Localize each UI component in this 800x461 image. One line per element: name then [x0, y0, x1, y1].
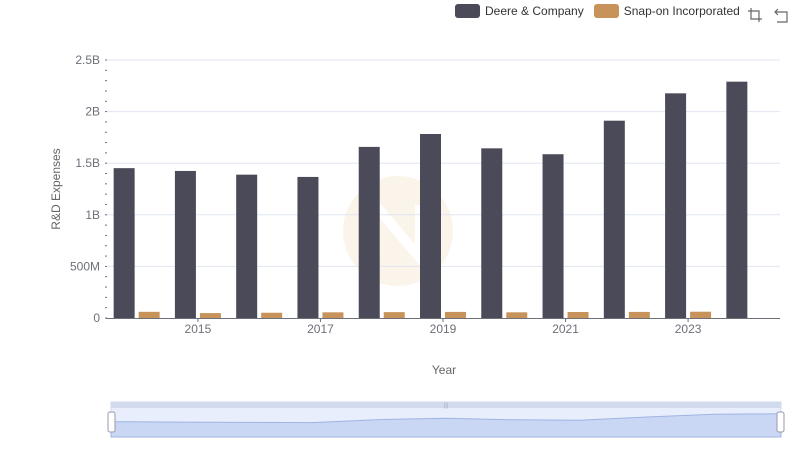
y-tick-label: 500M: [70, 259, 100, 273]
x-tick-label: 2019: [430, 322, 457, 336]
bar-deere-2020[interactable]: [481, 148, 503, 318]
y-tick-label: 2.5B: [75, 53, 100, 67]
bar-snapon-2018[interactable]: [383, 312, 405, 318]
legend-swatch-snapon: [593, 4, 619, 18]
y-axis: 0 500M 1B 1.5B 2B 2.5B: [70, 53, 107, 325]
bar-deere-2018[interactable]: [358, 146, 380, 318]
x-tick-label: 2017: [307, 322, 334, 336]
x-tick-label: 2021: [552, 322, 579, 336]
legend-item-snapon[interactable]: Snap-on Incorporated: [593, 4, 740, 18]
y-tick-label: 0: [93, 311, 100, 325]
bar-deere-2021[interactable]: [542, 154, 564, 318]
slider-handle-left[interactable]: [107, 411, 116, 433]
bar-snapon-2016[interactable]: [261, 312, 283, 318]
slider-preview-area: [110, 413, 782, 438]
chart-toolbox: [747, 7, 789, 23]
y-tick-label: 1.5B: [75, 156, 100, 170]
data-zoom-slider[interactable]: |||: [107, 401, 785, 438]
bar-deere-2016[interactable]: [236, 174, 258, 318]
y-axis-title: R&D Expenses: [49, 148, 63, 229]
legend-swatch-deere: [455, 4, 480, 18]
legend-item-deere[interactable]: Deere & Company: [455, 4, 584, 18]
bar-deere-2024[interactable]: [726, 81, 748, 318]
x-tick-label: 2023: [675, 322, 702, 336]
x-axis-title: Year: [432, 363, 456, 377]
x-axis: 2015 2017 2019 2021 2023: [185, 318, 702, 336]
legend-label-deere: Deere & Company: [485, 4, 584, 18]
bar-snapon-2020[interactable]: [506, 312, 528, 318]
chart-legend: Deere & Company Snap-on Incorporated: [455, 4, 740, 18]
bar-deere-2022[interactable]: [603, 120, 625, 318]
bar-deere-2017[interactable]: [297, 176, 319, 318]
x-tick-label: 2015: [185, 322, 212, 336]
slider-top-bar[interactable]: [111, 402, 781, 408]
bar-snapon-2023[interactable]: [690, 311, 712, 318]
slider-handle-right[interactable]: [776, 411, 785, 433]
restore-icon[interactable]: [773, 7, 789, 23]
bars: [113, 81, 748, 318]
bar-snapon-2017[interactable]: [322, 312, 344, 318]
bar-deere-2015[interactable]: [174, 170, 196, 318]
bar-snapon-2014[interactable]: [138, 311, 160, 318]
bar-deere-2023[interactable]: [665, 93, 687, 318]
bar-deere-2019[interactable]: [420, 133, 441, 318]
bar-snapon-2021[interactable]: [567, 312, 589, 318]
zoom-icon[interactable]: [747, 7, 763, 23]
slider-grip-icon: |||: [444, 403, 449, 409]
bar-snapon-2019[interactable]: [445, 311, 466, 318]
legend-label-snapon: Snap-on Incorporated: [623, 4, 740, 18]
bar-deere-2014[interactable]: [113, 168, 135, 318]
y-tick-label: 1B: [85, 208, 100, 222]
bar-snapon-2015[interactable]: [199, 313, 221, 318]
y-tick-label: 2B: [85, 105, 100, 119]
bar-snapon-2022[interactable]: [628, 311, 650, 318]
